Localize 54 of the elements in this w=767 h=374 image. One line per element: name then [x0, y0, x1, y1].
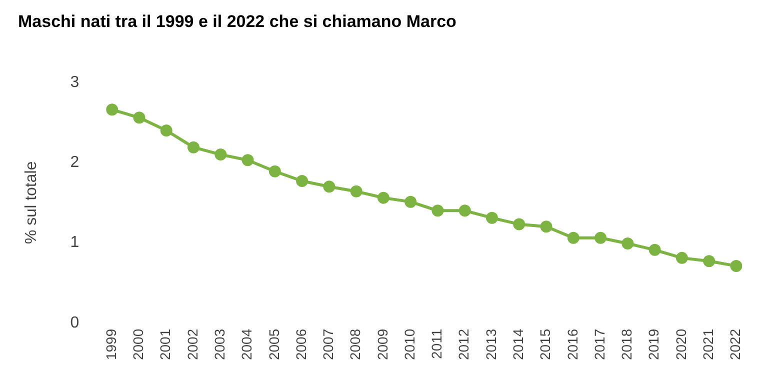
y-tick-label: 2 — [70, 154, 80, 171]
x-tick-label: 2011 — [428, 328, 445, 359]
y-axis-title: % sul totale — [23, 161, 40, 244]
point — [513, 218, 526, 230]
point — [106, 104, 118, 116]
x-tick-label: 2014 — [510, 328, 526, 360]
point — [160, 124, 172, 136]
point — [323, 180, 336, 193]
point — [432, 204, 444, 217]
x-tick-label: 2007 — [320, 328, 336, 360]
y-tick-label: 3 — [70, 74, 80, 91]
point — [540, 220, 552, 233]
x-tick-label: 2010 — [401, 328, 418, 360]
point — [486, 212, 498, 224]
point — [622, 238, 634, 250]
x-tick-label: 2001 — [157, 328, 174, 360]
chart-title: Maschi nati tra il 1999 e il 2022 che si chiamano Marco — [18, 12, 456, 31]
point — [188, 141, 200, 154]
x-tick-label: 2012 — [456, 328, 472, 360]
x-tick-label: 2018 — [618, 328, 635, 360]
point — [242, 154, 254, 166]
point — [133, 112, 146, 124]
x-tick-label: 2015 — [537, 328, 554, 360]
x-tick-label: 2020 — [672, 328, 689, 360]
x-tick-label: 2017 — [591, 328, 608, 360]
point — [648, 244, 661, 256]
x-tick-label: 2009 — [374, 328, 390, 360]
x-tick-label: 2019 — [646, 328, 662, 360]
x-tick-label: 2000 — [130, 328, 146, 360]
x-tick-label: 2005 — [266, 328, 282, 360]
point — [730, 260, 742, 272]
x-tick-label: 2016 — [564, 328, 580, 360]
point — [404, 196, 417, 208]
x-tick-label: 2021 — [700, 328, 716, 360]
x-tick-label: 2008 — [347, 328, 364, 360]
point — [350, 185, 362, 198]
point — [567, 232, 580, 244]
x-tick-label: 2013 — [482, 328, 499, 360]
point — [676, 252, 688, 264]
point — [458, 204, 471, 217]
y-tick-label: 1 — [70, 234, 80, 252]
point — [594, 232, 607, 244]
x-tick-label: 1999 — [102, 328, 119, 360]
point — [268, 165, 281, 178]
point — [703, 255, 716, 268]
y-tick-label: 0 — [70, 314, 80, 332]
x-tick-label: 2002 — [184, 328, 200, 360]
x-tick-label: 2004 — [238, 328, 255, 360]
x-tick-label: 2006 — [292, 328, 309, 360]
x-tick-label: 2022 — [727, 328, 744, 360]
point — [296, 174, 308, 187]
point — [214, 148, 227, 161]
x-tick-label: 2003 — [211, 328, 228, 360]
point — [377, 192, 390, 204]
